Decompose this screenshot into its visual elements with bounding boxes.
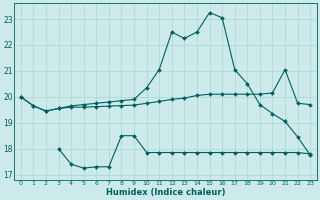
X-axis label: Humidex (Indice chaleur): Humidex (Indice chaleur) xyxy=(106,188,225,197)
